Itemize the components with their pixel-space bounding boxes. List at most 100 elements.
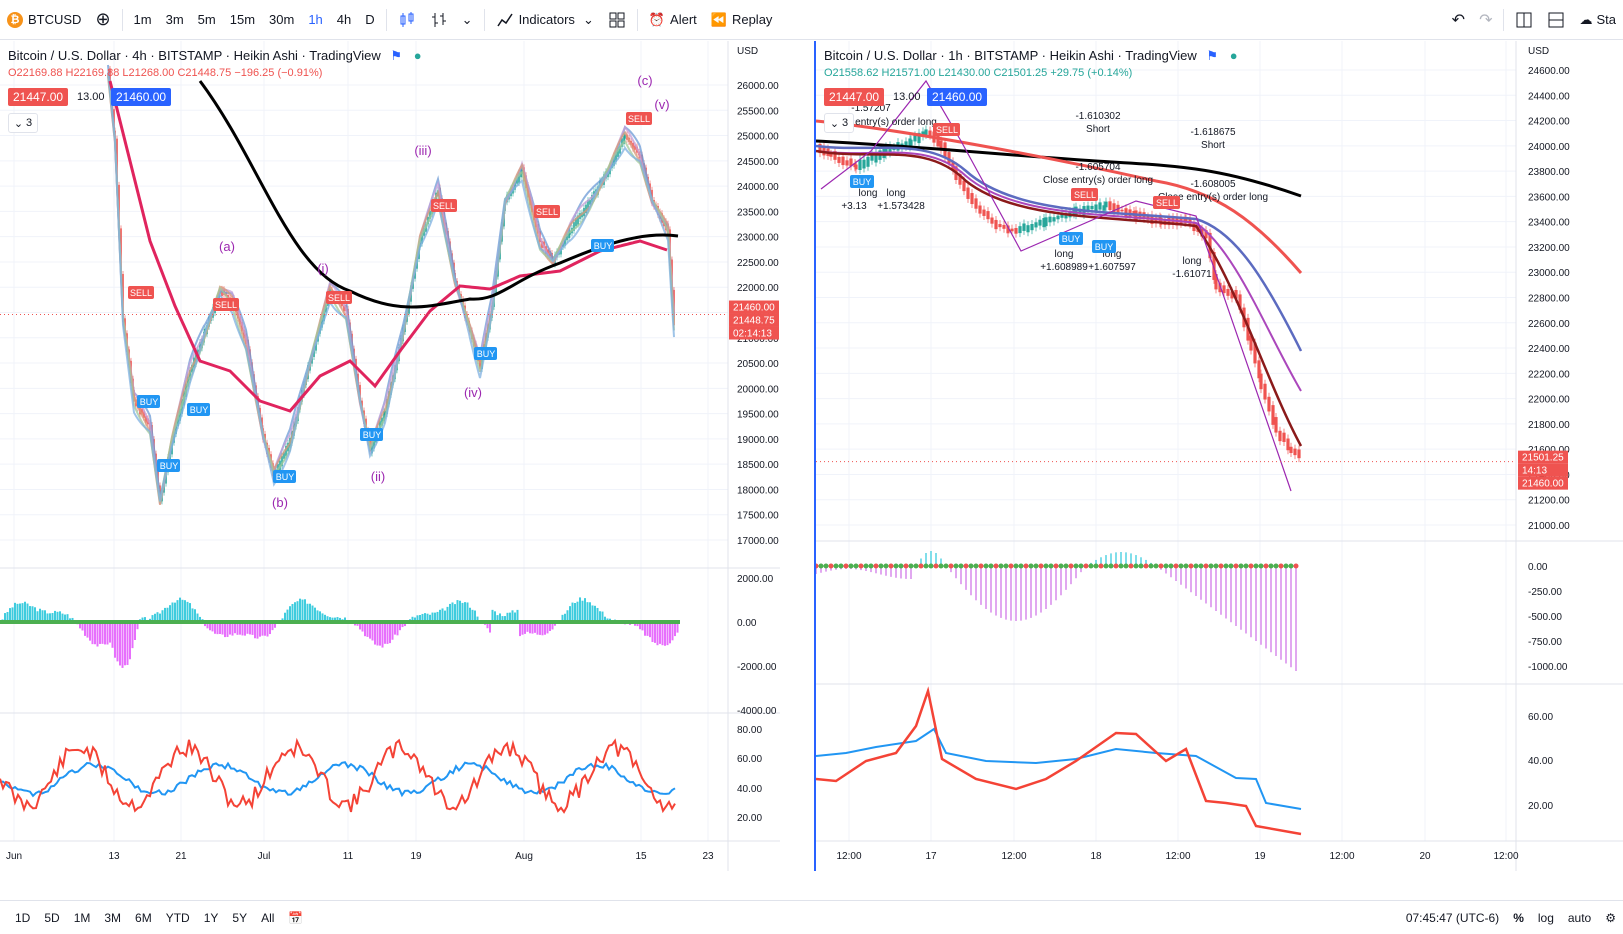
macd-zero-dot	[828, 563, 834, 569]
log-scale-toggle[interactable]: log	[1537, 910, 1554, 925]
buy-signal-tag	[273, 470, 296, 483]
interval-3m[interactable]: 3m	[165, 12, 184, 27]
range-1d[interactable]: 1D	[15, 910, 31, 925]
indicators-icon	[496, 13, 513, 26]
left-indicators-collapse-button[interactable]: ⌄ 3	[8, 113, 38, 133]
heikin-ashi-bar	[619, 146, 621, 154]
alert-button[interactable]: ⏰ Alert	[642, 0, 704, 40]
left-chart-pane[interactable]: 26000.00 25500.00 25000.00 24500.00 24000.00…	[0, 41, 780, 871]
time-axis-tick: Aug	[515, 851, 533, 862]
redo-icon[interactable]: ↷	[1479, 11, 1493, 29]
macd-zero-dot	[943, 563, 949, 569]
right-chart-canvas[interactable]: 24600.00 24400.00 24200.00 24000.00 23800.00…	[816, 41, 1623, 871]
heikin-ashi-bar	[841, 156, 845, 166]
layout-templates-icon[interactable]	[601, 0, 633, 40]
strategy-annotation: long	[1103, 249, 1122, 260]
price-axis-tick: 21800.00	[1528, 420, 1570, 431]
heikin-ashi-bar	[822, 146, 826, 156]
interval-1m[interactable]: 1m	[133, 12, 152, 27]
heikin-ashi-bar	[854, 164, 858, 170]
buy-signal-text: BUY	[140, 397, 159, 407]
heikin-ashi-bar	[566, 233, 568, 241]
range-5d[interactable]: 5D	[44, 910, 60, 925]
macd-zero-dot	[1148, 563, 1154, 569]
right-low: L21430.00	[938, 67, 991, 79]
range-6m[interactable]: 6M	[135, 910, 152, 925]
range-1y[interactable]: 1Y	[203, 910, 219, 925]
range-all[interactable]: All	[261, 910, 275, 925]
right-indicators-collapse-button[interactable]: ⌄ 3	[824, 113, 854, 133]
auto-scale-toggle[interactable]: auto	[1567, 910, 1592, 925]
heikin-ashi-bar	[909, 139, 913, 146]
heikin-ashi-bar	[870, 154, 874, 161]
candles-style-icon[interactable]	[391, 0, 423, 40]
heikin-ashi-bar	[1102, 205, 1106, 211]
macd-zero-dot	[1268, 563, 1274, 569]
ma-purple-line	[816, 150, 1302, 392]
interval-4h[interactable]: 4h	[336, 12, 352, 27]
price-axis-tick: 26000.00	[737, 81, 779, 92]
macd-zero-dot	[1078, 563, 1084, 569]
symbol-search[interactable]: ₿ BTCUSD	[0, 0, 88, 40]
layout-split-icon[interactable]	[1508, 0, 1540, 40]
date-range-icon[interactable]: 📅	[288, 910, 304, 925]
settings-gear-icon[interactable]: ⚙	[1605, 910, 1616, 925]
bar-style-icon[interactable]	[423, 0, 455, 40]
heikin-ashi-bar	[325, 304, 327, 313]
right-sell-price-button[interactable]: 21447.00	[824, 88, 885, 106]
macd-zero-dot	[1028, 563, 1034, 569]
left-title-text: Bitcoin / U.S. Dollar · 4h · BITSTAMP · …	[8, 48, 381, 63]
macd-zero-dot	[933, 563, 939, 569]
chevron-down-icon[interactable]: ⌄	[461, 11, 473, 27]
ma-ribbon-line	[107, 74, 675, 503]
sell-signal-tag	[128, 286, 154, 299]
right-chart-title[interactable]: Bitcoin / U.S. Dollar · 1h · BITSTAMP · …	[824, 48, 1238, 64]
replay-button[interactable]: ⏪ Replay	[704, 0, 780, 40]
layout-grid-icon[interactable]	[1540, 0, 1572, 40]
clock-timezone[interactable]: 07:45:47 (UTC-6)	[1405, 910, 1500, 925]
range-1m[interactable]: 1M	[73, 910, 91, 925]
right-buy-price-button[interactable]: 21460.00	[927, 88, 988, 106]
heikin-ashi-bar	[1022, 223, 1026, 231]
left-chart-title[interactable]: Bitcoin / U.S. Dollar · 4h · BITSTAMP · …	[8, 48, 422, 64]
heikin-ashi-bar	[514, 181, 516, 190]
heikin-ashi-bar	[1263, 383, 1267, 400]
heikin-ashi-bar	[1184, 218, 1188, 223]
sell-signal-tag	[626, 112, 652, 125]
left-chart-canvas[interactable]: 26000.00 25500.00 25000.00 24500.00 24000.00…	[0, 41, 780, 871]
macd-zero-dot	[953, 563, 959, 569]
macd-zero-dot	[1043, 563, 1049, 569]
left-sell-price-button[interactable]: 21447.00	[8, 88, 69, 106]
heikin-ashi-bar	[575, 218, 577, 227]
interval-15m[interactable]: 15m	[229, 12, 256, 27]
percent-scale-toggle[interactable]: %	[1513, 910, 1524, 925]
left-buy-price-button[interactable]: 21460.00	[111, 88, 172, 106]
interval-d[interactable]: D	[365, 12, 375, 27]
range-3m[interactable]: 3M	[104, 910, 122, 925]
interval-1h[interactable]: 1h	[308, 12, 323, 27]
macd-zero-dot	[1258, 563, 1264, 569]
interval-5m[interactable]: 5m	[197, 12, 216, 27]
heikin-ashi-bar	[589, 200, 591, 205]
heikin-ashi-bar	[547, 249, 549, 257]
compare-add-icon[interactable]: ⊕	[95, 9, 111, 29]
indicators-button[interactable]: Indicators ⌄	[489, 0, 601, 40]
price-axis-currency: USD	[737, 46, 758, 57]
interval-30m[interactable]: 30m	[269, 12, 295, 27]
price-axis-tick: 23600.00	[1528, 192, 1570, 203]
cloud-save-button[interactable]: ☁ Sta	[1572, 0, 1623, 40]
range-ytd[interactable]: YTD	[165, 910, 190, 925]
toolbar-divider	[1503, 8, 1505, 31]
toolbar-divider	[636, 8, 638, 31]
right-chart-pane[interactable]: 24600.00 24400.00 24200.00 24000.00 23800.00…	[814, 41, 1623, 871]
range-5y[interactable]: 5Y	[232, 910, 248, 925]
time-axis-tick: 15	[635, 851, 647, 862]
heikin-ashi-bar	[1259, 373, 1263, 390]
heikin-ashi-bar	[1267, 396, 1271, 412]
heikin-ashi-bar	[1271, 405, 1275, 425]
price-axis-tick: 23000.00	[1528, 268, 1570, 279]
time-axis-tick: 12:00	[836, 851, 861, 862]
time-axis-tick: Jul	[258, 851, 271, 862]
rsi-axis-tick: 40.00	[737, 784, 762, 795]
undo-icon[interactable]: ↶	[1451, 11, 1466, 29]
